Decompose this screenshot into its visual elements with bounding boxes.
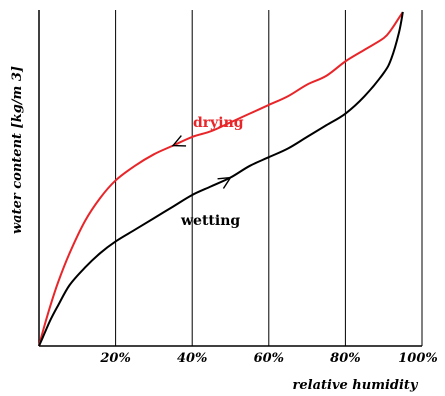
- x-tick-label: 60%: [254, 351, 284, 366]
- axes: [38, 10, 422, 347]
- line-wetting: [38, 11, 404, 347]
- line-drying: [38, 11, 404, 347]
- series-lines: [38, 11, 404, 347]
- x-tick-label: 20%: [99, 351, 130, 366]
- series-label-drying: drying: [193, 115, 244, 131]
- x-tick-label: 100%: [398, 351, 438, 366]
- x-tick-label: 40%: [177, 351, 207, 366]
- y-axis-title: water content [kg/m 3]: [10, 66, 25, 234]
- x-tick-labels: 20% 40% 60% 80% 100%: [99, 351, 437, 366]
- series-label-wetting: wetting: [180, 213, 240, 229]
- x-tick-label: 80%: [330, 351, 360, 366]
- arrow-wetting: [217, 176, 232, 189]
- arrow-drying: [171, 135, 187, 147]
- x-axis-title: relative humidity: [293, 378, 419, 393]
- vertical-grid: [115, 10, 423, 346]
